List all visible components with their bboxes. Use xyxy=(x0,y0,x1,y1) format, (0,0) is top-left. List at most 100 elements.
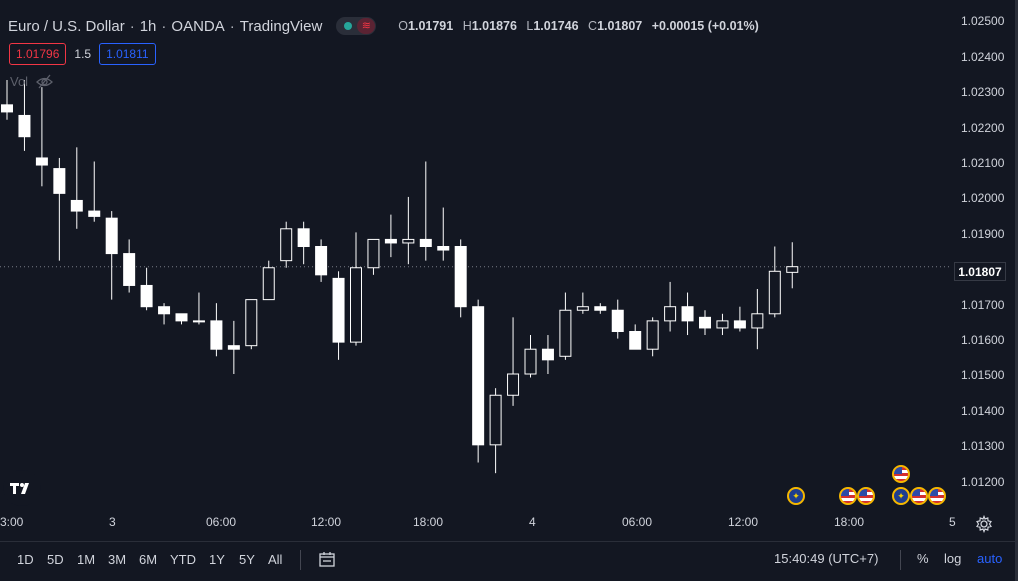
range-button-1y[interactable]: 1Y xyxy=(209,552,225,567)
candle[interactable] xyxy=(716,313,729,336)
candle[interactable] xyxy=(751,289,764,350)
change-value: +0.00015 (+0.01%) xyxy=(651,19,759,33)
range-button-5y[interactable]: 5Y xyxy=(239,552,255,567)
time-tick-label: 18:00 xyxy=(413,515,444,529)
candle[interactable] xyxy=(1,80,13,120)
candle[interactable] xyxy=(489,388,502,474)
candle[interactable] xyxy=(437,207,450,261)
market-open-icon xyxy=(344,22,353,30)
candle[interactable] xyxy=(192,292,205,325)
log-toggle[interactable]: log xyxy=(944,551,962,566)
time-tick-label: 18:00 xyxy=(834,515,865,529)
candle[interactable] xyxy=(70,147,83,229)
candle[interactable] xyxy=(315,239,328,282)
candle[interactable] xyxy=(350,232,362,346)
us-flag-icon[interactable] xyxy=(839,487,857,505)
candle[interactable] xyxy=(227,320,240,374)
candle[interactable] xyxy=(733,306,746,332)
eu-flag-icon[interactable] xyxy=(787,487,805,505)
range-button-1m[interactable]: 1M xyxy=(77,552,96,567)
candle[interactable] xyxy=(594,303,607,314)
candle[interactable] xyxy=(768,246,781,318)
time-tick-label: 12:00 xyxy=(728,515,759,529)
candle[interactable] xyxy=(629,324,642,350)
candle[interactable] xyxy=(681,292,694,336)
candle[interactable] xyxy=(402,196,415,265)
data-delay-icon: ≋ xyxy=(357,18,376,34)
range-button-3m[interactable]: 3M xyxy=(108,552,127,567)
range-button-ytd[interactable]: YTD xyxy=(170,552,196,567)
open-key: O xyxy=(398,19,409,33)
current-price-label: 1.01807 xyxy=(954,262,1006,281)
candle[interactable] xyxy=(245,299,258,350)
symbol-name[interactable]: Euro / U.S. Dollar xyxy=(8,17,125,35)
candle[interactable] xyxy=(559,292,572,360)
chart-legend: Euro / U.S. Dollar · 1h · OANDA · Tradin… xyxy=(8,16,759,36)
candle[interactable] xyxy=(367,238,380,275)
candle[interactable] xyxy=(524,335,537,378)
candle[interactable] xyxy=(140,267,153,311)
tradingview-logo-icon[interactable] xyxy=(3,470,41,506)
candle[interactable] xyxy=(472,299,485,463)
interval-label[interactable]: 1h xyxy=(139,17,157,35)
candle[interactable] xyxy=(454,239,467,318)
bottom-toolbar: 1D 5D 1M 3M 6M YTD 1Y 5Y All 15:40:49 (UTC+7) % … xyxy=(0,541,1018,581)
candle[interactable] xyxy=(280,221,293,268)
price-tick-label: 1.01500 xyxy=(961,368,1005,383)
auto-toggle[interactable]: auto xyxy=(977,551,1003,566)
range-button-6m[interactable]: 6M xyxy=(139,552,158,567)
candle[interactable] xyxy=(699,310,711,336)
candle[interactable] xyxy=(88,161,101,222)
candle[interactable] xyxy=(262,260,275,301)
candle[interactable] xyxy=(664,281,677,332)
candle[interactable] xyxy=(384,214,397,258)
clock-timezone[interactable]: 15:40:49 (UTC+7) xyxy=(774,551,879,566)
us-flag-icon[interactable] xyxy=(928,487,946,505)
candle[interactable] xyxy=(297,221,310,265)
eye-crossed-icon[interactable] xyxy=(36,74,54,89)
candle[interactable] xyxy=(123,239,136,293)
sell-button[interactable]: 1.01796 xyxy=(9,43,67,65)
percent-toggle[interactable]: % xyxy=(917,551,929,566)
candle[interactable] xyxy=(105,211,118,300)
platform-label: TradingView xyxy=(239,17,323,35)
buy-button[interactable]: 1.01811 xyxy=(99,43,156,65)
candle[interactable] xyxy=(611,299,624,339)
price-tick-label: 1.02200 xyxy=(961,120,1005,135)
eu-flag-icon[interactable] xyxy=(892,487,910,505)
time-tick-label: 3:00 xyxy=(0,515,24,529)
volume-label: Vol xyxy=(10,74,29,89)
candle[interactable] xyxy=(35,87,48,187)
price-tick-label: 1.01400 xyxy=(961,403,1005,418)
broker-label: OANDA xyxy=(171,17,225,35)
range-button-1d[interactable]: 1D xyxy=(17,552,34,567)
range-button-all[interactable]: All xyxy=(268,552,283,567)
time-tick-label: 06:00 xyxy=(622,515,653,529)
candle[interactable] xyxy=(158,303,171,325)
candle[interactable] xyxy=(332,271,345,360)
candle[interactable] xyxy=(576,292,589,314)
us-flag-icon[interactable] xyxy=(857,487,875,505)
price-tick-label: 1.02400 xyxy=(961,49,1005,64)
high-key: H xyxy=(462,19,472,33)
candle[interactable] xyxy=(210,303,223,357)
candle[interactable] xyxy=(419,161,432,261)
market-status-pill[interactable]: ≋ xyxy=(336,17,377,35)
time-tick-label: 06:00 xyxy=(206,515,237,529)
candle[interactable] xyxy=(507,317,520,406)
gear-icon[interactable] xyxy=(975,515,993,533)
us-flag-icon[interactable] xyxy=(892,465,910,483)
spread-value: 1.5 xyxy=(74,47,92,61)
candle[interactable] xyxy=(175,313,188,325)
compare-icon[interactable] xyxy=(318,550,336,568)
candle[interactable] xyxy=(786,242,799,289)
ohlc-values: O1.01791 H1.01876 L1.01746 C1.01807 +0.0… xyxy=(398,19,758,33)
candle[interactable] xyxy=(18,80,31,151)
high-value: 1.01876 xyxy=(471,19,517,33)
candle[interactable] xyxy=(53,157,66,261)
candle[interactable] xyxy=(541,335,554,374)
candle[interactable] xyxy=(646,317,659,357)
candlestick-chart[interactable] xyxy=(0,0,950,540)
range-button-5d[interactable]: 5D xyxy=(47,552,64,567)
us-flag-icon[interactable] xyxy=(910,487,928,505)
